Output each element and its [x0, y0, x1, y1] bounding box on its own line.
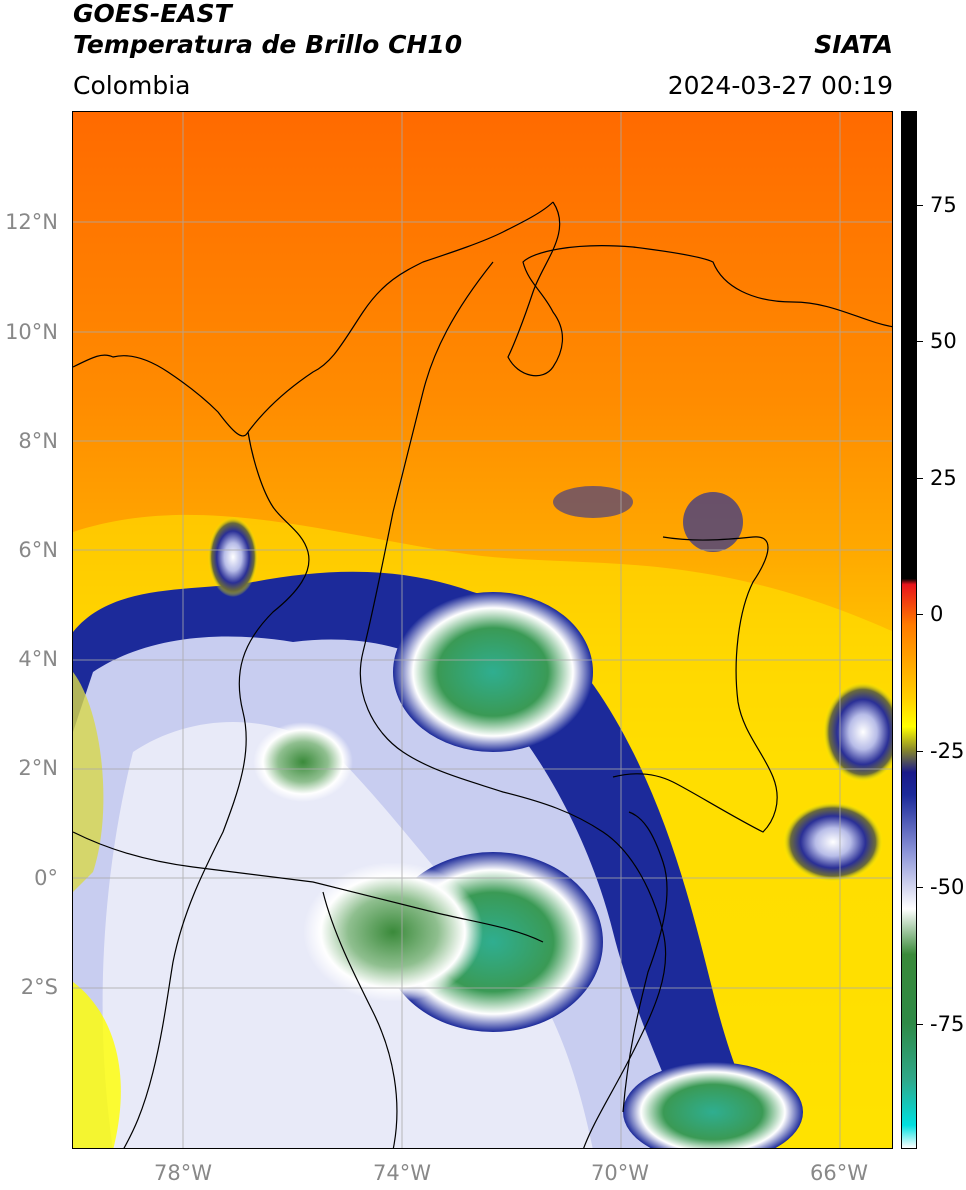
brightness-temperature-map: [72, 111, 893, 1149]
colorbar-tick: [917, 341, 923, 342]
temperature-colorbar: [901, 111, 917, 1149]
lat-label: 6°N: [18, 538, 58, 562]
lat-label: 8°N: [18, 429, 58, 453]
title-satellite: GOES-EAST: [73, 0, 232, 28]
timestamp-label: 2024-03-27 00:19: [667, 71, 893, 100]
colorbar-label: -25: [930, 739, 965, 763]
colorbar-tick: [917, 887, 923, 888]
colorbar-label: -75: [930, 1012, 965, 1036]
lat-label: 4°N: [18, 647, 58, 671]
region-label: Colombia: [73, 71, 191, 100]
colorbar-label: 75: [930, 193, 957, 217]
lat-label: 2°S: [20, 975, 58, 999]
map-canvas: [73, 112, 892, 1148]
organization-label: SIATA: [814, 30, 893, 59]
lon-label: 74°W: [373, 1161, 431, 1185]
colorbar-label: 50: [930, 329, 957, 353]
lon-label: 66°W: [810, 1161, 868, 1185]
lat-label: 12°N: [5, 210, 58, 234]
lat-label: 0°: [34, 866, 58, 890]
lat-label: 2°N: [18, 756, 58, 780]
colorbar-label: 0: [930, 602, 944, 626]
colorbar-label: -50: [930, 875, 965, 899]
colorbar-tick: [917, 478, 923, 479]
graticule: [73, 112, 892, 1148]
colorbar-tick: [917, 751, 923, 752]
lat-label: 10°N: [5, 320, 58, 344]
lon-label: 70°W: [591, 1161, 649, 1185]
colorbar-tick: [917, 1024, 923, 1025]
colorbar-tick: [917, 205, 923, 206]
title-product: Temperatura de Brillo CH10: [73, 30, 463, 59]
lon-label: 78°W: [154, 1161, 212, 1185]
borders: [73, 201, 892, 1148]
colorbar-label: 25: [930, 466, 957, 490]
colorbar-tick: [917, 614, 923, 615]
